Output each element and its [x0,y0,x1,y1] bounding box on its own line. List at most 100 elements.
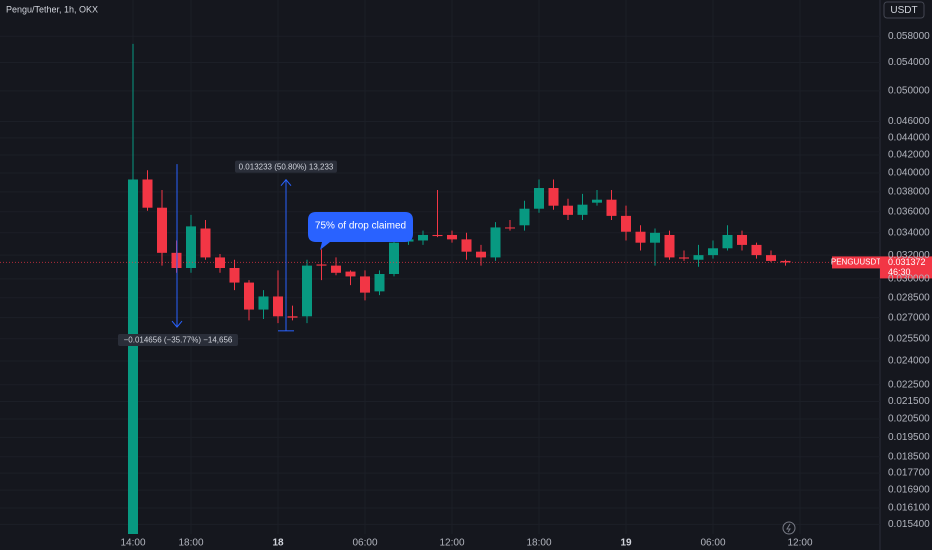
candle-body [142,179,153,208]
y-tick-label: 0.036000 [888,206,930,217]
candle-body [258,296,269,310]
candle-body [461,239,472,252]
y-tick-label: 0.032000 [888,250,930,261]
x-tick-label: 19 [620,538,632,549]
lightning-icon[interactable] [782,521,796,535]
y-tick-label: 0.046000 [888,116,930,127]
y-tick-label: 0.016100 [888,503,930,514]
y-tick-label: 0.015400 [888,519,930,530]
candle-body [664,234,675,258]
candle-body [316,264,327,266]
y-tick-label: 0.030000 [888,274,930,285]
candle-body [635,231,646,243]
candle-body [621,215,631,232]
y-tick-label: 0.044000 [888,133,930,144]
y-tick-label: 0.022500 [888,379,930,390]
y-tick-label: 0.027000 [888,312,930,323]
candle-body [650,232,660,243]
candle-body [679,257,689,259]
x-tick-label: 14:00 [120,538,145,549]
chart-title: Pengu/Tether, 1h, OKX [6,4,98,14]
candle-body [577,204,588,215]
candle-body [534,188,544,209]
y-tick-label: 0.040000 [888,168,930,179]
currency[interactable]: USDT [890,5,917,16]
candle-body [447,234,457,240]
candle-body [360,276,370,293]
candle-body [200,228,211,258]
callout-box [308,212,413,250]
candles [128,43,791,534]
y-tick-label: 0.054000 [888,57,930,68]
candle-body [505,227,515,229]
y-tick-label: 0.025500 [888,333,930,344]
icon-bolt[interactable] [786,523,791,533]
measure-label: −0.014656 (−35.77%) −14,656 [124,336,233,345]
candle-body [780,260,791,263]
candle-body [244,282,254,310]
measure-label-box [118,334,238,347]
x-tick-label: 18:00 [526,538,551,549]
callout-text: 75% of drop claimed [315,221,406,232]
y-tick-label: 0.042000 [888,150,930,161]
x-tick-label: 06:00 [352,538,377,549]
y-tick-label: 0.038000 [888,187,930,198]
candle-body [751,244,762,256]
candle-body [476,251,486,258]
candle-body [287,316,298,318]
x-tick-label: 18 [272,538,284,549]
candle-body [229,267,240,283]
y-tick-label: 0.058000 [888,31,930,42]
symbol-label: PENGUUSDT [831,258,881,267]
arrow-head [280,178,292,186]
y-tick-label: 0.021500 [888,396,930,407]
x-tick-label: 18:00 [178,538,203,549]
x-tick-label: 12:00 [787,538,812,549]
currency-box[interactable] [883,1,925,19]
candle-body [563,205,573,215]
candle-body [606,199,617,216]
y-tick-label: 0.020500 [888,414,930,425]
price-tag [880,256,932,279]
measure-label-box [235,160,337,173]
candle-body [490,227,501,258]
y-tick-label: 0.018500 [888,451,930,462]
candle-body [302,265,312,317]
y-tick-label: 0.019500 [888,432,930,443]
x-tick-label: 12:00 [439,538,464,549]
candle-body [737,234,747,245]
candle-body [592,199,602,203]
candle-body [693,255,704,260]
candle-body [418,234,428,241]
candle-body [128,179,138,534]
countdown-label: 46:30 [888,267,911,277]
candle-body [215,257,225,268]
arrow-head [171,320,183,328]
symbol-tag [832,256,880,269]
x-tick-label: 06:00 [700,538,725,549]
candle-body [519,208,530,226]
candle-body [374,274,385,292]
y-tick-label: 0.034000 [888,227,930,238]
y-tick-label: 0.017700 [888,468,930,479]
candle-body [548,188,559,206]
y-tick-label: 0.028500 [888,292,930,303]
y-tick-label: 0.050000 [888,86,930,97]
candle-body [273,296,283,317]
candle-body [432,234,443,237]
candle-body [389,242,399,275]
candle-body [186,226,196,268]
y-tick-label: 0.024000 [888,356,930,367]
icon-ring[interactable] [782,521,796,535]
candle-body [766,255,776,261]
candle-body [722,234,733,249]
y-tick-label: 0.016900 [888,485,930,496]
last-price-label: 0.031372 [888,257,926,267]
candle-body [157,207,167,253]
candle-body [345,271,356,277]
measure-label: 0.013233 (50.80%) 13,233 [239,162,334,171]
candle-body [708,248,718,256]
